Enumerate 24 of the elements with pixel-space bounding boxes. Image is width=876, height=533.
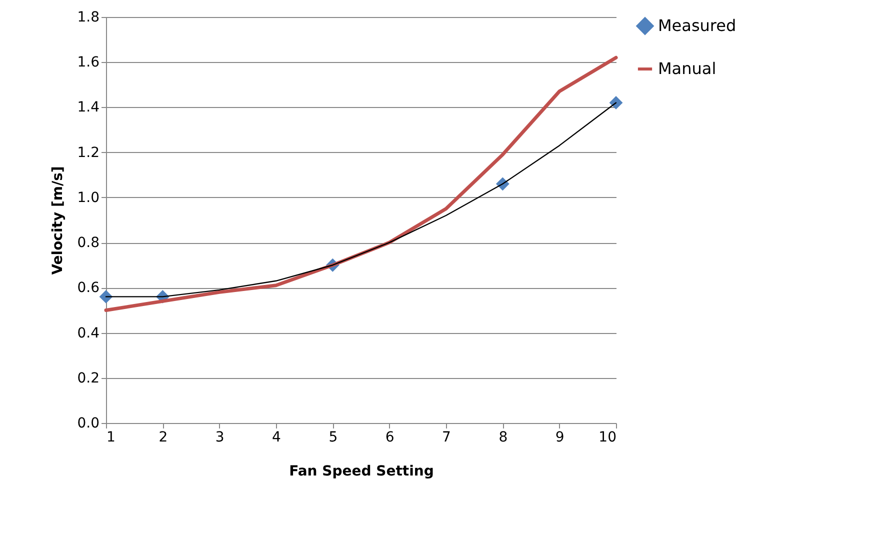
x-tick-label: 10 — [598, 430, 616, 446]
y-tick-label: 1.4 — [77, 100, 100, 116]
y-tick-label: 1.6 — [77, 54, 100, 71]
x-tick-label: 5 — [328, 430, 338, 446]
x-tick-label: 9 — [555, 430, 564, 446]
x-tick-label: 6 — [385, 430, 394, 446]
x-tick-label: 4 — [272, 430, 282, 446]
y-tick-label: 0.8 — [77, 235, 100, 252]
y-tick-label: 0.6 — [77, 280, 100, 296]
y-tick-label: 0.2 — [77, 370, 100, 386]
y-tick-label: 0.0 — [77, 416, 100, 432]
legend-label: Manual — [658, 59, 716, 78]
x-tick-label: 1 — [106, 430, 116, 446]
y-axis-title: Velocity [m/s] — [50, 166, 66, 275]
x-tick-label: 3 — [215, 430, 224, 446]
x-tick-label: 8 — [498, 430, 508, 446]
y-tick-label: 0.4 — [77, 325, 100, 342]
y-tick-label: 1.8 — [77, 10, 100, 26]
x-tick-label: 7 — [442, 430, 451, 446]
y-tick-label: 1.0 — [77, 190, 100, 206]
y-tick-label: 1.2 — [77, 144, 100, 161]
x-axis-title: Fan Speed Setting — [289, 464, 434, 480]
legend-label: Measured — [658, 16, 736, 35]
x-tick-label: 2 — [158, 430, 168, 446]
